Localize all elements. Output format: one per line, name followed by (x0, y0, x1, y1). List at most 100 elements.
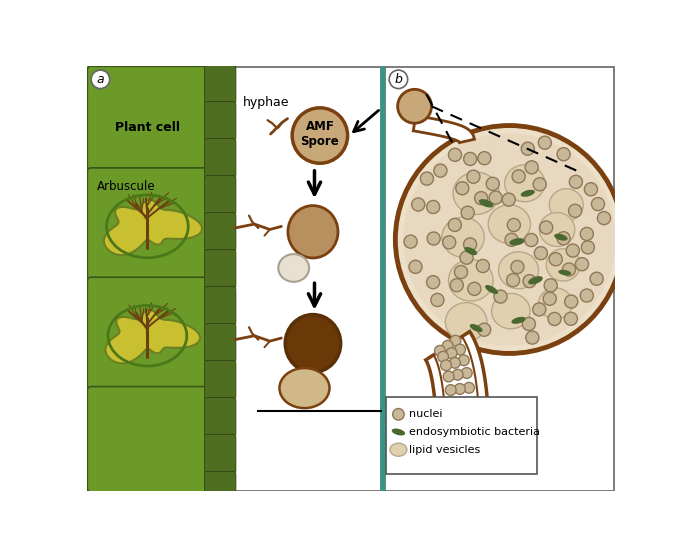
Circle shape (445, 385, 456, 395)
Circle shape (476, 259, 489, 273)
Ellipse shape (445, 302, 487, 341)
FancyBboxPatch shape (204, 397, 236, 437)
Circle shape (486, 177, 499, 190)
FancyBboxPatch shape (204, 286, 236, 326)
FancyBboxPatch shape (204, 434, 236, 474)
Ellipse shape (442, 217, 484, 257)
Circle shape (468, 282, 481, 295)
FancyBboxPatch shape (386, 397, 537, 474)
Circle shape (569, 204, 582, 217)
Ellipse shape (546, 249, 580, 281)
Ellipse shape (453, 172, 499, 215)
Circle shape (398, 89, 432, 123)
Ellipse shape (512, 317, 525, 324)
Circle shape (447, 401, 458, 411)
Bar (381, 66, 384, 491)
Circle shape (449, 148, 462, 161)
Circle shape (597, 211, 610, 225)
Ellipse shape (449, 259, 493, 301)
Ellipse shape (288, 205, 338, 258)
Ellipse shape (390, 443, 407, 457)
Circle shape (557, 148, 570, 161)
FancyBboxPatch shape (88, 66, 209, 172)
Circle shape (512, 170, 525, 183)
Circle shape (460, 251, 473, 264)
Ellipse shape (539, 213, 575, 246)
Circle shape (533, 303, 546, 316)
Circle shape (549, 253, 562, 266)
Circle shape (434, 346, 445, 356)
Ellipse shape (464, 247, 477, 255)
Ellipse shape (528, 276, 543, 284)
Circle shape (525, 161, 538, 174)
Circle shape (502, 193, 515, 206)
Circle shape (395, 125, 623, 353)
Text: a: a (97, 73, 104, 86)
Ellipse shape (279, 368, 329, 408)
Circle shape (506, 274, 520, 286)
Circle shape (489, 191, 502, 204)
Bar (88, 67, 381, 491)
FancyBboxPatch shape (204, 360, 236, 400)
Circle shape (292, 108, 347, 163)
FancyBboxPatch shape (204, 65, 236, 104)
Circle shape (456, 400, 467, 411)
Circle shape (521, 142, 534, 155)
FancyBboxPatch shape (204, 176, 236, 215)
Circle shape (523, 274, 536, 288)
Ellipse shape (499, 252, 538, 289)
Circle shape (454, 384, 465, 394)
Circle shape (443, 341, 453, 351)
Circle shape (464, 152, 477, 166)
Circle shape (538, 136, 551, 149)
Circle shape (464, 383, 475, 393)
Circle shape (403, 133, 616, 346)
Circle shape (455, 344, 466, 355)
Circle shape (421, 172, 434, 185)
Circle shape (456, 182, 469, 195)
Ellipse shape (549, 189, 583, 221)
Circle shape (582, 241, 595, 254)
Circle shape (543, 292, 556, 305)
Circle shape (389, 70, 408, 88)
Ellipse shape (510, 238, 525, 246)
Circle shape (427, 275, 440, 289)
Circle shape (464, 238, 477, 251)
Circle shape (457, 419, 468, 429)
Circle shape (393, 408, 404, 420)
Circle shape (575, 258, 588, 270)
Circle shape (525, 233, 538, 247)
Ellipse shape (492, 294, 530, 329)
Circle shape (511, 261, 524, 274)
FancyBboxPatch shape (204, 213, 236, 252)
Ellipse shape (488, 205, 530, 243)
Circle shape (494, 290, 507, 303)
Ellipse shape (470, 324, 483, 332)
Circle shape (505, 233, 518, 246)
Circle shape (533, 178, 546, 191)
Circle shape (544, 279, 558, 292)
Circle shape (409, 260, 422, 273)
Circle shape (434, 164, 447, 177)
Circle shape (443, 371, 454, 382)
Circle shape (467, 170, 480, 183)
Circle shape (564, 295, 577, 308)
FancyBboxPatch shape (204, 139, 236, 178)
Circle shape (427, 232, 440, 245)
Circle shape (508, 219, 521, 231)
Circle shape (427, 200, 440, 214)
Circle shape (452, 369, 463, 380)
Circle shape (440, 360, 451, 371)
Circle shape (523, 317, 536, 331)
Circle shape (458, 355, 469, 365)
Ellipse shape (554, 233, 568, 241)
Text: Plant cell: Plant cell (115, 121, 180, 134)
Circle shape (478, 152, 491, 164)
Bar (88, 67, 210, 491)
Circle shape (438, 352, 449, 362)
Circle shape (450, 279, 463, 291)
FancyBboxPatch shape (88, 277, 209, 390)
Circle shape (466, 418, 477, 429)
Ellipse shape (479, 199, 493, 208)
Circle shape (590, 272, 603, 285)
